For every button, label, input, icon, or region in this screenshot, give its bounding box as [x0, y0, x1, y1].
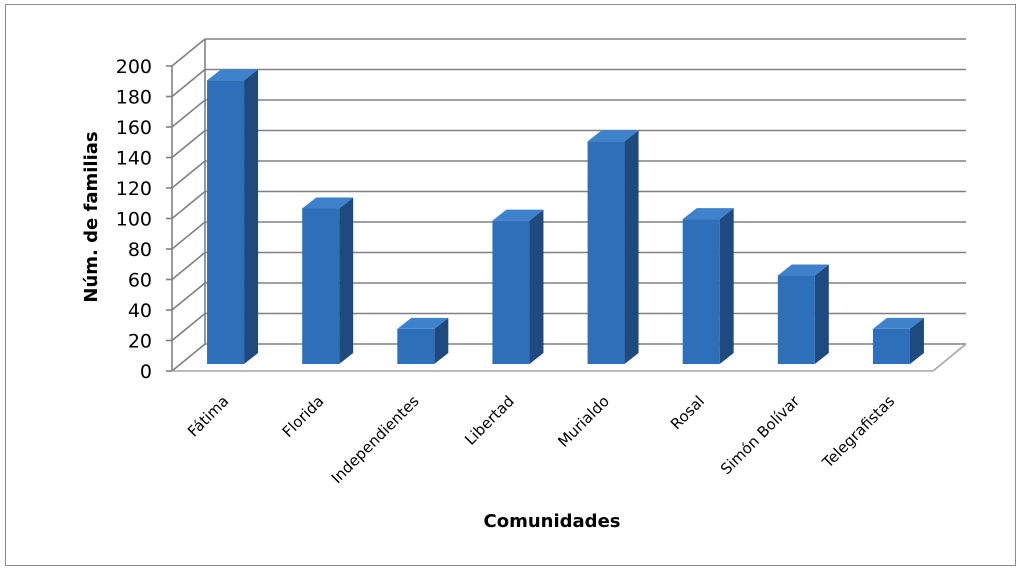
bar-top	[302, 197, 354, 209]
bar	[302, 197, 354, 364]
bar-front	[587, 141, 625, 364]
bar	[587, 130, 639, 364]
bar-top	[777, 264, 829, 276]
y-tick-label: 160	[116, 117, 152, 139]
bar-side	[909, 317, 924, 364]
bar-top	[587, 130, 639, 142]
gridline-depth	[171, 68, 206, 98]
bar	[777, 264, 829, 364]
x-tick-labels: Fátima Florida Independientes Libertad Muria…	[184, 392, 898, 488]
bar-side	[814, 264, 829, 364]
y-tick-label: 200	[116, 56, 152, 78]
bar-top	[207, 69, 259, 81]
bar	[397, 317, 449, 364]
x-axis-title: Comunidades	[484, 511, 621, 532]
bars	[207, 69, 924, 364]
gridline-depth	[171, 38, 206, 67]
bar-side	[339, 197, 354, 364]
x-tick-label: Murialdo	[554, 392, 613, 451]
bar-side	[719, 208, 734, 364]
bar-side	[244, 69, 259, 364]
bar-front	[682, 219, 720, 364]
bar	[872, 317, 924, 364]
bar-side	[624, 130, 639, 364]
bar-front	[397, 328, 435, 364]
bar-front	[872, 328, 910, 364]
gridline-depth	[171, 190, 206, 220]
bar	[682, 208, 734, 364]
y-tick-label: 80	[128, 239, 152, 261]
bar-front	[777, 275, 815, 364]
bar-side	[434, 317, 449, 364]
y-tick-label: 180	[116, 87, 152, 109]
y-tick-label: 60	[128, 270, 152, 292]
y-tick-label: 100	[116, 209, 152, 231]
bar	[492, 209, 544, 364]
x-tick-label: Simón Bolívar	[717, 392, 804, 479]
bar	[207, 69, 259, 364]
gridline-depth	[171, 129, 206, 159]
axes	[166, 39, 967, 372]
gridline-depth	[171, 99, 206, 128]
bar-side	[529, 209, 544, 364]
bar-top	[872, 317, 924, 329]
bar-front	[207, 80, 245, 364]
y-tick-label: 40	[128, 300, 152, 322]
gridline-depth	[171, 343, 206, 372]
bar-front	[492, 220, 530, 364]
bar-top	[492, 209, 544, 221]
x-tick-label: Fátima	[184, 392, 232, 440]
x-tick-label: Florida	[279, 392, 328, 441]
gridline-depth	[171, 251, 206, 281]
bar-top	[682, 208, 734, 220]
x-tick-label: Libertad	[461, 392, 518, 449]
gridline-depth	[171, 221, 206, 250]
y-tick-label: 140	[116, 148, 152, 170]
y-tick-label: 0	[140, 361, 152, 383]
gridlines	[171, 38, 966, 372]
x-tick-label: Rosal	[667, 392, 708, 433]
gridline-depth	[171, 312, 206, 342]
x-tick-label: Telegrafistas	[818, 392, 898, 472]
gridline-depth	[171, 160, 206, 189]
bar-top	[397, 317, 449, 329]
y-axis-title: Núm. de familias	[81, 131, 102, 302]
y-tick-label: 20	[128, 331, 152, 353]
y-tick-labels: 0 20 40 60 80 100 120 140 160 180 200	[116, 56, 152, 383]
floor-edge	[932, 343, 967, 372]
x-tick-label: Independientes	[328, 392, 423, 487]
gridline-depth	[171, 282, 206, 311]
bar-front	[302, 208, 340, 364]
y-tick-label: 120	[116, 178, 152, 200]
